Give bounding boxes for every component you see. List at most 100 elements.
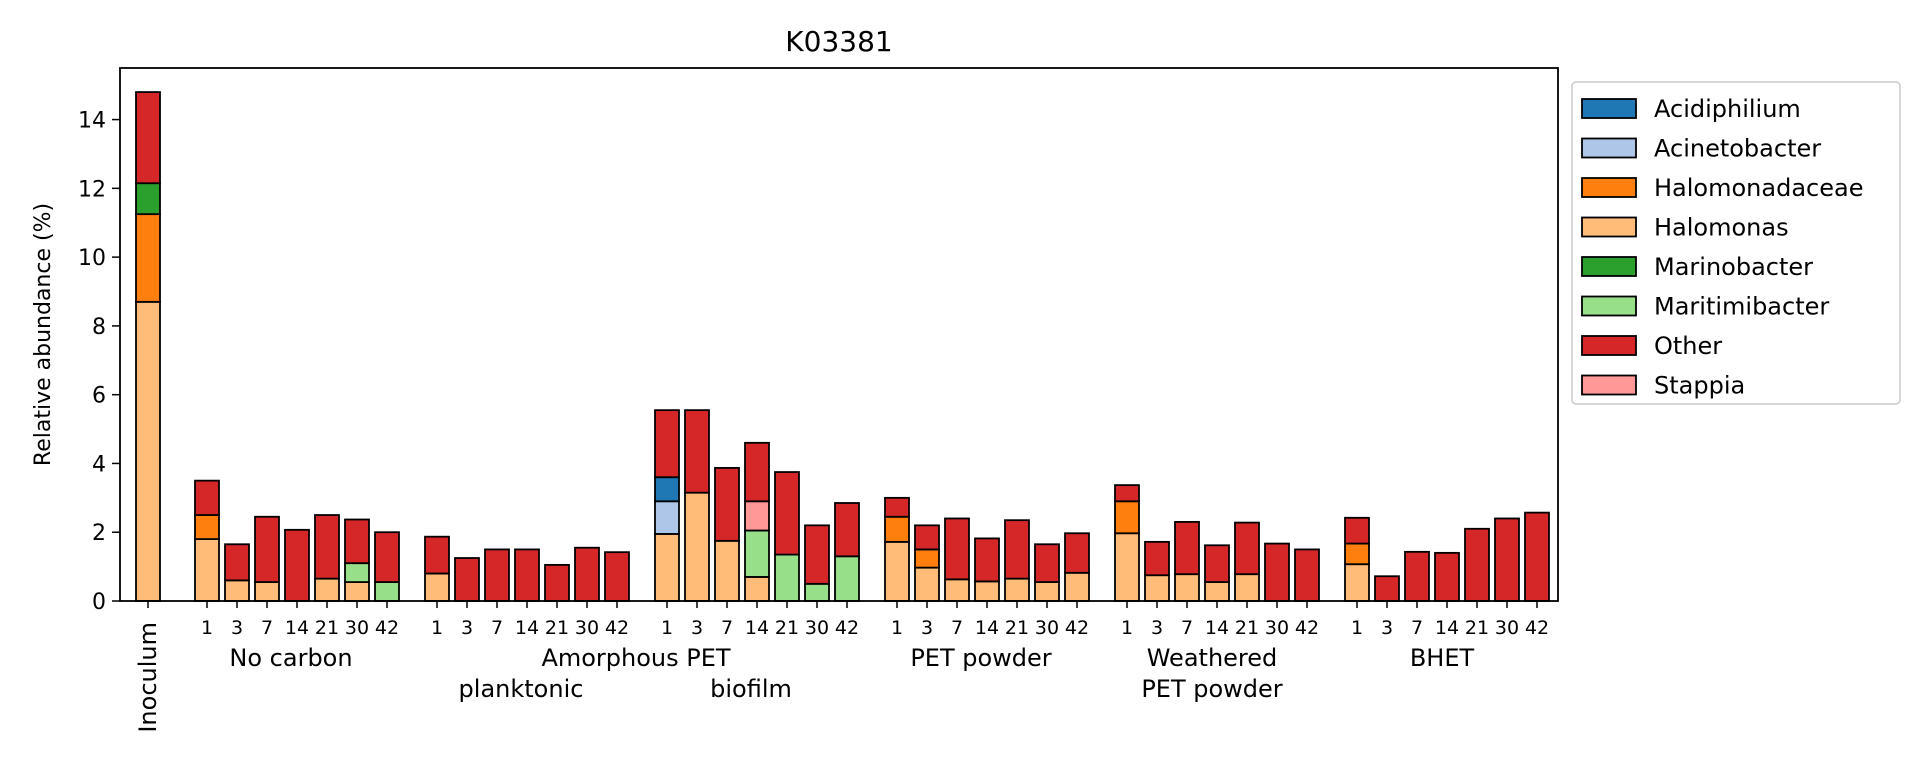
bar-halomonas-segment	[1004, 577, 1030, 602]
legend-swatch	[1581, 374, 1637, 396]
inoculum-marinobacter-segment	[135, 182, 161, 216]
group-label: PET powder	[1141, 675, 1282, 703]
x-tick-label: 3	[691, 617, 703, 639]
bar-halomonas-segment	[944, 578, 970, 602]
x-tick-label: 42	[1525, 617, 1549, 639]
x-tick-label: 1	[201, 617, 213, 639]
x-tick-label: 1	[431, 617, 443, 639]
x-tick-label: 1	[891, 617, 903, 639]
group-label: Weathered	[1147, 644, 1278, 672]
x-tick-label: 30	[805, 617, 829, 639]
axes-frame	[119, 67, 1559, 602]
bar-other-segment	[744, 441, 770, 503]
x-tick-label: 30	[1265, 617, 1289, 639]
inoculum-halomonas-segment	[135, 300, 161, 602]
bar-stappia-segment	[744, 500, 770, 532]
x-tick-label: 42	[835, 617, 859, 639]
bar-halomonas-segment	[1204, 581, 1230, 602]
x-tick-label: 21	[1235, 617, 1259, 639]
x-tick-label: 1	[661, 617, 673, 639]
legend-label: Halomonadaceae	[1654, 174, 1863, 202]
legend-label: Acidiphilium	[1654, 95, 1801, 123]
x-tick-label: 3	[231, 617, 243, 639]
y-tick-label: 8	[92, 315, 106, 340]
legend-swatch	[1581, 137, 1637, 159]
bar-halomonas-segment	[1344, 563, 1370, 602]
bar-halomonas-segment	[654, 533, 680, 602]
x-tick-label: 3	[461, 617, 473, 639]
legend-swatch	[1581, 98, 1637, 119]
bar-other-segment	[344, 518, 370, 565]
x-tick-label: 7	[261, 617, 273, 639]
bar-halomonas-segment	[314, 577, 340, 602]
bar-other-segment	[1174, 521, 1200, 576]
legend-swatch	[1581, 295, 1637, 317]
bar-halomonas-segment	[254, 581, 280, 602]
bar-halomonas-segment	[1144, 574, 1170, 602]
bar-halomonas-segment	[344, 581, 370, 602]
bar-halomonas-segment	[194, 538, 220, 602]
x-tick-label: 3	[1381, 617, 1393, 639]
bar-other-segment	[884, 496, 910, 518]
bar-halomonadaceae-segment	[914, 548, 940, 569]
bar-other-segment	[544, 563, 570, 602]
bar-other-segment	[1264, 542, 1290, 602]
bar-halomonas-segment	[714, 539, 740, 602]
bar-other-segment	[1464, 527, 1490, 602]
x-tick-label: 7	[491, 617, 503, 639]
bar-acidiphilium-segment	[654, 476, 680, 503]
y-tick-label: 14	[78, 109, 106, 134]
bar-other-segment	[684, 409, 710, 494]
bar-halomonas-segment	[744, 576, 770, 602]
x-tick-label: 42	[605, 617, 629, 639]
bar-halomonadaceae-segment	[1344, 542, 1370, 566]
bar-other-segment	[1344, 516, 1370, 545]
x-tick-label: 3	[921, 617, 933, 639]
x-tick-label: 42	[1295, 617, 1319, 639]
bar-halomonas-segment	[884, 540, 910, 602]
bar-other-segment	[484, 548, 510, 602]
y-tick-label: 2	[92, 521, 106, 546]
bar-halomonas-segment	[684, 491, 710, 602]
bar-halomonas-segment	[1174, 573, 1200, 602]
bar-maritimibacter-segment	[744, 529, 770, 578]
legend: Acidiphilium Acinetobacter Halomonadaceae H…	[1571, 81, 1901, 405]
bar-other-segment	[1234, 521, 1260, 576]
y-tick-label: 12	[78, 177, 106, 202]
bar-other-segment	[424, 535, 450, 575]
inoculum-halomonadaceae-segment	[135, 213, 161, 303]
group-label: No carbon	[229, 644, 352, 672]
x-tick-label: 14	[515, 617, 539, 639]
x-tick-label: 30	[575, 617, 599, 639]
x-tick-label: 21	[315, 617, 339, 639]
bar-maritimibacter-segment	[804, 582, 830, 602]
y-tick-label: 0	[92, 590, 106, 615]
bar-other-segment	[1144, 540, 1170, 577]
bar-other-segment	[1494, 517, 1520, 602]
bar-other-segment	[224, 543, 250, 582]
bar-other-segment	[1204, 544, 1230, 583]
bar-maritimibacter-segment	[834, 555, 860, 602]
bar-halomonas-segment	[974, 580, 1000, 602]
bar-other-segment	[914, 524, 940, 551]
y-tick-label: 10	[78, 246, 106, 271]
x-tick-label: 42	[1065, 617, 1089, 639]
bar-other-segment	[1434, 551, 1460, 602]
bar-acinetobacter-segment	[654, 500, 680, 535]
chart-title: K03381	[785, 25, 892, 58]
legend-swatch	[1581, 177, 1637, 198]
bar-other-segment	[574, 546, 600, 602]
bar-halomonas-segment	[424, 572, 450, 602]
x-tick-label: 30	[1495, 617, 1519, 639]
legend-label: Stappia	[1654, 372, 1745, 400]
legend-swatch	[1581, 335, 1637, 356]
bar-other-segment	[1004, 519, 1030, 580]
x-tick-label: 3	[1151, 617, 1163, 639]
legend-swatch	[1581, 216, 1637, 238]
bar-other-segment	[834, 502, 860, 558]
x-tick-label: 30	[1035, 617, 1059, 639]
bar-other-segment	[1374, 575, 1400, 602]
y-tick-label: 4	[92, 452, 106, 477]
x-tick-label: 1	[1121, 617, 1133, 639]
x-tick-label: 14	[975, 617, 999, 639]
